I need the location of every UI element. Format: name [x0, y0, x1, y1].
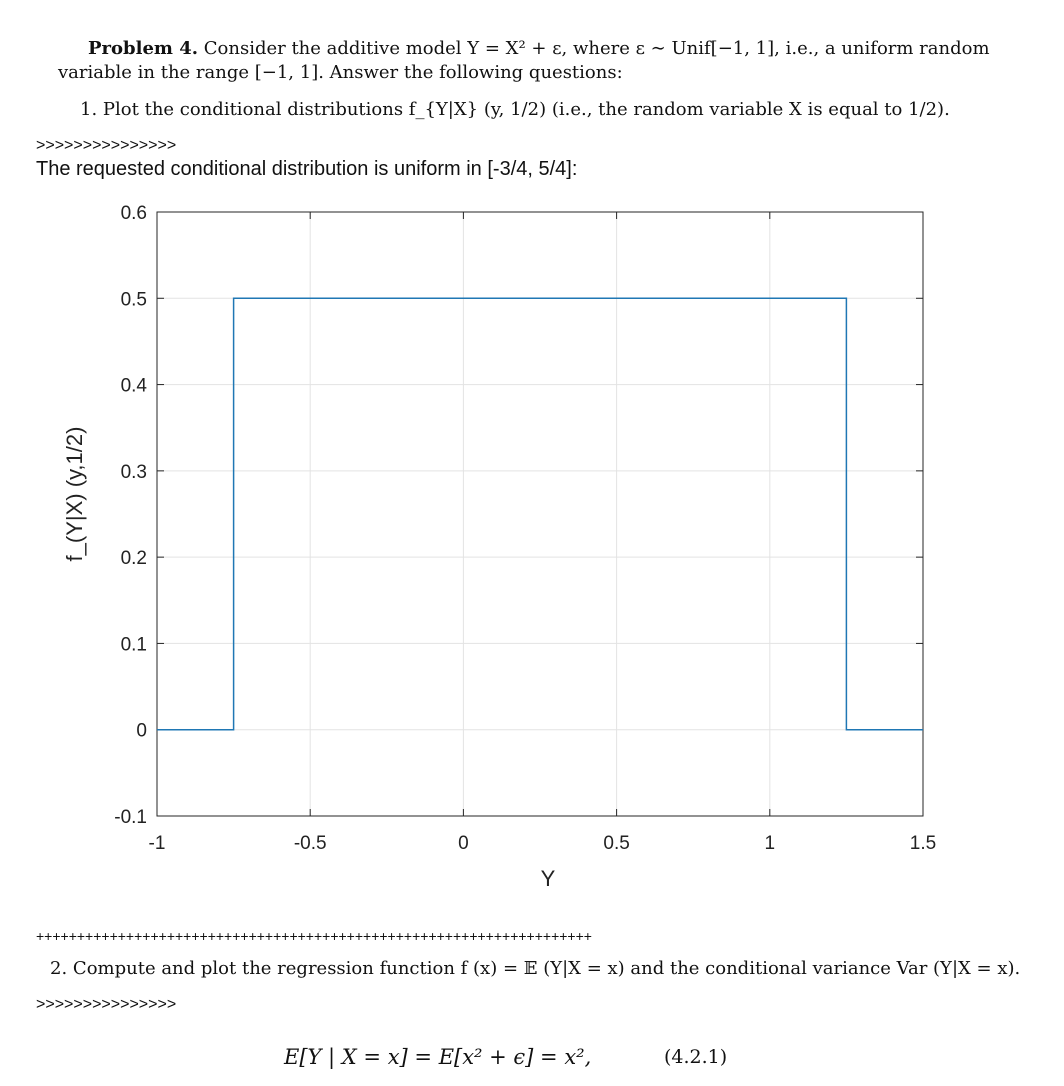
- question-2-text: Compute and plot the regression function…: [72, 958, 1021, 979]
- question-2-number: 2.: [50, 958, 68, 979]
- y-tick-label: 0.5: [121, 289, 147, 310]
- equation-number: (4.2.1): [664, 1046, 728, 1068]
- answer-1-text: The requested conditional distribution i…: [36, 158, 578, 180]
- x-tick-label: 1.5: [910, 833, 936, 854]
- x-tick-label: 0: [458, 833, 469, 854]
- problem-statement-text: Consider the additive model Y = X² + ε, …: [203, 38, 990, 59]
- y-tick-label: 0.3: [121, 462, 147, 483]
- y-axis-label: f_(Y|X) (y,1/2): [62, 427, 87, 562]
- question-1: 1. Plot the conditional distributions f_…: [80, 99, 950, 120]
- problem-statement-line1: Problem 4. Consider the additive model Y…: [88, 38, 990, 59]
- x-tick-label: 1: [765, 833, 776, 854]
- answer-2-marker: >>>>>>>>>>>>>>>: [36, 996, 177, 1013]
- x-tick-label: 0.5: [603, 833, 629, 854]
- y-tick-label: 0.6: [121, 203, 147, 224]
- question-1-text: Plot the conditional distributions f_{Y|…: [102, 99, 950, 120]
- y-tick-label: 0.1: [121, 634, 147, 655]
- y-tick-label: 0.4: [121, 376, 148, 397]
- x-axis-label: Y: [541, 866, 556, 891]
- answer-1-marker: >>>>>>>>>>>>>>>: [36, 137, 177, 154]
- section-separator: ++++++++++++++++++++++++++++++++++++++++…: [36, 928, 592, 944]
- x-tick-label: -0.5: [294, 833, 327, 854]
- regression-equation: E[Y | X = x] = E[x² + ϵ] = x²,: [284, 1045, 592, 1069]
- y-tick-label: 0: [136, 721, 147, 742]
- y-tick-label: 0.2: [121, 548, 147, 569]
- x-tick-label: -1: [149, 833, 166, 854]
- problem-heading: Problem 4.: [88, 38, 199, 59]
- plot-frame: [156, 211, 924, 817]
- question-1-number: 1.: [80, 99, 98, 120]
- density-line: [157, 297, 923, 731]
- question-2: 2. Compute and plot the regression funct…: [50, 958, 1020, 979]
- problem-statement-line2: variable in the range [−1, 1]. Answer th…: [58, 62, 623, 83]
- chart-svg: -1 -0.5 0 0.5 1 1.5 -0.1 0 0.1 0.2 0.3 0.4 0.5 0.6 Yf_…: [62, 203, 936, 891]
- y-tick-label: -0.1: [114, 807, 147, 828]
